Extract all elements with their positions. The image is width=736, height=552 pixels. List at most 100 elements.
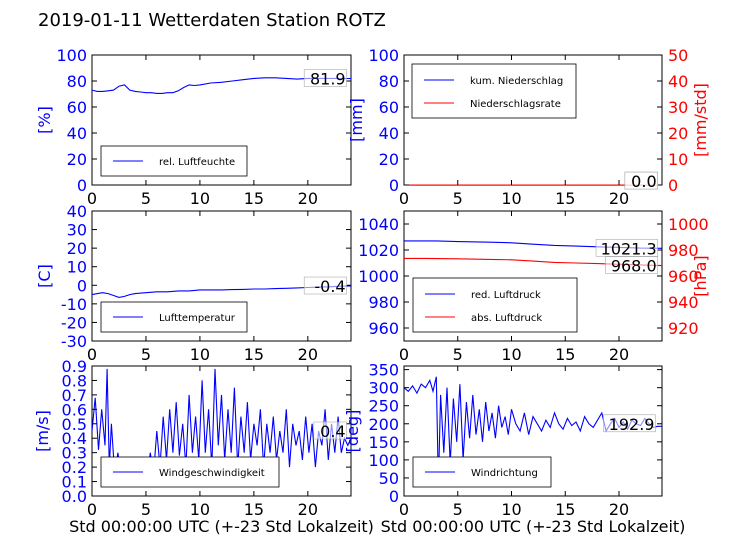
y-tick-label: 0 — [77, 276, 87, 295]
legend-label: rel. Luftfeuchte — [159, 157, 235, 168]
value-label-box — [605, 256, 658, 274]
y-tick-label: 0 — [389, 487, 399, 506]
y-axis-label: [mm] — [347, 98, 366, 142]
y-tick-label: 960 — [368, 319, 399, 338]
y-tick-label: 10 — [67, 258, 87, 277]
x-tick-label: 5 — [453, 345, 463, 364]
plot-frame — [403, 365, 663, 497]
x-tick-label: 20 — [298, 345, 318, 364]
y2-tick-label: 1000 — [668, 215, 709, 234]
y-tick-label: 40 — [67, 202, 87, 221]
y-tick-label: 60 — [67, 98, 87, 117]
legend-label: kum. Niederschlag — [470, 76, 563, 87]
x-tick-label: 10 — [190, 189, 210, 208]
y-tick-label: 0.7 — [62, 386, 87, 405]
y-tick-label: 150 — [368, 433, 399, 452]
x-tick-label: 20 — [609, 345, 629, 364]
x-tick-label: 0 — [87, 189, 97, 208]
y2-tick-label: 980 — [668, 241, 699, 260]
legend-label: Lufttemperatur — [159, 313, 236, 324]
x-tick-label: 15 — [244, 345, 264, 364]
legend-label: Windrichtung — [471, 468, 538, 479]
y2-tick-label: 10 — [668, 150, 688, 169]
x-tick-label: 5 — [141, 189, 151, 208]
y2-tick-label: 940 — [668, 293, 699, 312]
figure-title: 2019-01-11 Wetterdaten Station ROTZ — [38, 10, 386, 31]
y-tick-label: 100 — [56, 46, 87, 65]
x-tick-label: 15 — [555, 500, 575, 519]
y2-tick-label: 40 — [668, 72, 688, 91]
plot-frame — [91, 210, 352, 342]
y-tick-label: -10 — [61, 295, 87, 314]
value-label: 1021.3 — [601, 239, 657, 258]
x-tick-label: 0 — [399, 345, 409, 364]
legend: rel. Luftfeuchte — [100, 145, 248, 177]
x-tick-label: 10 — [501, 345, 521, 364]
y-tick-label: -20 — [61, 313, 87, 332]
x-tick-label: 0 — [87, 345, 97, 364]
y-tick-label: 100 — [368, 46, 399, 65]
y-axis-label: [m/s] — [33, 410, 52, 452]
legend-box — [412, 277, 578, 333]
y-tick-label: -30 — [61, 332, 87, 351]
y-tick-label: 0.8 — [62, 371, 87, 390]
x-tick-label: 15 — [244, 500, 264, 519]
y-tick-label: 80 — [67, 72, 87, 91]
y2-tick-label: 0 — [668, 176, 678, 195]
y-tick-label: 50 — [379, 469, 399, 488]
legend-box — [100, 301, 248, 333]
x-tick-label: 10 — [501, 189, 521, 208]
y-tick-label: 40 — [379, 124, 399, 143]
y-tick-label: 80 — [379, 72, 399, 91]
legend-label: Niederschlagsrate — [470, 99, 561, 110]
legend-box — [100, 145, 248, 177]
x-tick-label: 10 — [501, 500, 521, 519]
x-tick-label: 20 — [298, 500, 318, 519]
x-tick-label: 5 — [453, 189, 463, 208]
y-tick-label: 0.2 — [62, 458, 87, 477]
value-label: -0.4 — [314, 277, 345, 296]
x-tick-label: 5 — [141, 500, 151, 519]
series-line-1 — [92, 285, 351, 298]
y-tick-label: 0.9 — [62, 357, 87, 376]
x-axis-label: Std 00:00:00 UTC (+-23 Std Lokalzeit) — [381, 517, 686, 536]
y-tick-label: 40 — [67, 124, 87, 143]
y-tick-label: 1000 — [358, 267, 399, 286]
y-tick-label: 250 — [368, 397, 399, 416]
y-axis-label: [%] — [35, 106, 54, 134]
y-tick-label: 300 — [368, 379, 399, 398]
x-tick-label: 5 — [141, 345, 151, 364]
y-tick-label: 0.5 — [62, 415, 87, 434]
x-axis-label: Std 00:00:00 UTC (+-23 Std Lokalzeit) — [69, 517, 374, 536]
y-tick-label: 980 — [368, 293, 399, 312]
x-tick-label: 20 — [609, 189, 629, 208]
y-tick-label: 0 — [389, 176, 399, 195]
value-label-box — [313, 421, 347, 440]
x-tick-label: 0 — [399, 189, 409, 208]
x-tick-label: 10 — [190, 500, 210, 519]
legend: red. Luftdruck abs. Luftdruck — [412, 277, 578, 333]
series-line-1 — [92, 77, 351, 94]
legend-label: abs. Luftdruck — [471, 313, 542, 324]
x-tick-label: 20 — [609, 500, 629, 519]
legend-label: Windgeschwindigkeit — [159, 468, 265, 479]
y-tick-label: 0.0 — [62, 487, 87, 506]
value-label: 0.0 — [631, 172, 656, 191]
y-tick-label: 350 — [368, 361, 399, 380]
y-tick-label: 20 — [67, 239, 87, 258]
value-label: 0.4 — [320, 422, 345, 441]
legend: Windgeschwindigkeit — [100, 456, 280, 488]
y-tick-label: 0.4 — [62, 429, 87, 448]
y2-tick-label: 30 — [668, 98, 688, 117]
legend-label: red. Luftdruck — [471, 290, 541, 301]
panel-precip: 0 5 10 15 20 0 20 40 60 80 100 0 10 20 30 40 50 [mm] [mm/s… — [347, 46, 710, 208]
value-label: 968.0 — [611, 257, 657, 276]
legend: kum. Niederschlag Niederschlagsrate — [411, 63, 577, 119]
y-tick-label: 0 — [77, 176, 87, 195]
y-tick-label: 100 — [368, 451, 399, 470]
x-tick-label: 0 — [399, 500, 409, 519]
y-tick-label: 60 — [379, 98, 399, 117]
